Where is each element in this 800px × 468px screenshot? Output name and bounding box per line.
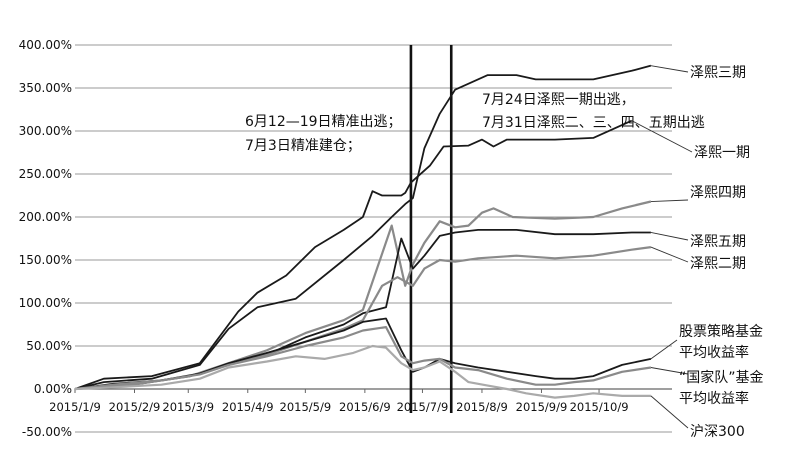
annotation-text: 7月3日精准建仓；	[245, 138, 361, 154]
series-label: 泽熙三期	[690, 65, 746, 81]
y-tick-label: 150.00%	[19, 253, 72, 267]
leader-line	[650, 367, 689, 375]
x-tick-label: 2015/4/9	[222, 400, 274, 414]
series-line	[74, 246, 652, 391]
series-line	[74, 200, 652, 391]
series-line	[74, 119, 633, 390]
series-label: 沪深300	[690, 424, 745, 440]
series-line	[74, 344, 651, 399]
series-label: 泽熙四期	[690, 185, 746, 201]
y-tick-label: 250.00%	[19, 167, 72, 181]
series-label: “国家队”基金平均收益率	[679, 369, 764, 407]
series-line	[74, 317, 652, 390]
series-label: 泽熙二期	[690, 256, 746, 272]
leader-line	[650, 246, 689, 263]
series-label: 泽熙五期	[690, 234, 746, 250]
y-tick-label: 100.00%	[19, 296, 72, 310]
y-tick-label: 200.00%	[19, 210, 72, 224]
annotation-text: 7月31日泽熙二、三、四、五期出逃	[482, 115, 705, 131]
event-marker-lines	[409, 45, 453, 413]
series-line	[74, 326, 652, 391]
leader-line	[650, 339, 678, 360]
x-tick-label: 2015/8/9	[456, 400, 508, 414]
annotation-text: 7月24日泽熙一期出逃，	[482, 92, 635, 108]
x-tick-label: 2015/3/9	[162, 400, 214, 414]
y-axis-tick-labels: -50.00% 0.00% 50.00% 100.00% 150.00% 200.00% 2…	[19, 38, 72, 439]
x-tick-label: 2015/2/9	[109, 400, 161, 414]
series-line	[74, 64, 652, 390]
y-tick-label: 400.00%	[19, 38, 72, 52]
x-tick-label: 2015/6/9	[339, 400, 391, 414]
leader-line	[650, 65, 689, 73]
x-tick-label: 2015/7/9	[397, 400, 449, 414]
leader-line	[650, 199, 689, 202]
series-label: 泽熙一期	[694, 145, 750, 161]
y-tick-label: 350.00%	[19, 81, 72, 95]
series-label: 股票策略基金平均收益率	[679, 323, 763, 361]
label-leader-lines	[631, 65, 693, 429]
series-lines	[74, 64, 652, 399]
leader-line	[650, 395, 689, 429]
y-tick-label: 50.00%	[26, 339, 72, 353]
gridlines	[74, 44, 672, 433]
leader-line	[650, 232, 689, 241]
leader-line	[631, 120, 693, 153]
x-tick-label: 2015/1/9	[49, 400, 101, 414]
annotations: 6月12—19日精准出逃； 7月3日精准建仓； 7月24日泽熙一期出逃， 7月31日泽…	[245, 92, 705, 154]
x-tick-label: 2015/10/9	[570, 400, 629, 414]
y-tick-label: -50.00%	[22, 425, 72, 439]
y-tick-label: 300.00%	[19, 124, 72, 138]
annotation-text: 6月12—19日精准出逃；	[245, 114, 402, 130]
x-tick-label: 2015/9/9	[516, 400, 568, 414]
x-tick-label: 2015/5/9	[280, 400, 332, 414]
x-axis-tick-labels: 2015/1/9 2015/2/9 2015/3/9 2015/4/9 2015/5/9…	[49, 400, 628, 414]
y-tick-label: 0.00%	[34, 382, 72, 396]
